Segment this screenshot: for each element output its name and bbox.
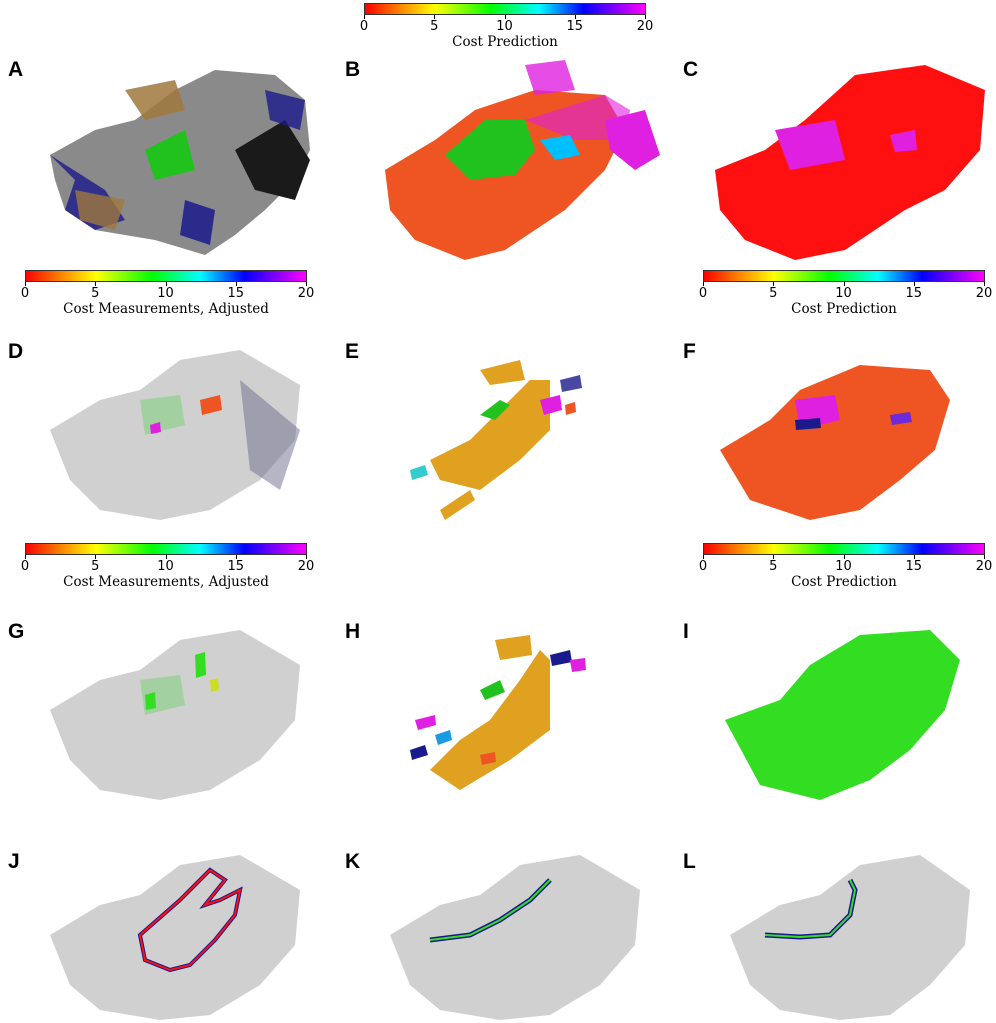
colorbar-tick bbox=[984, 282, 985, 286]
colorbar-tick bbox=[95, 282, 97, 286]
panel-label-h: H bbox=[345, 620, 361, 643]
scene-d-gray-map-with-clusters bbox=[50, 350, 300, 520]
colorbar-tick-label: 10 bbox=[496, 19, 513, 34]
scene-f-cost-prediction bbox=[720, 365, 950, 520]
colorbar-tick bbox=[95, 555, 97, 559]
panel-label-k: K bbox=[345, 850, 361, 873]
scene-b-cost-prediction bbox=[385, 60, 660, 260]
colorbar-tick bbox=[25, 282, 26, 286]
colorbar-tick-label: 5 bbox=[769, 286, 778, 301]
colorbar-tick-label: 10 bbox=[157, 286, 174, 301]
colorbar-label: Cost Measurements, Adjusted bbox=[63, 301, 269, 317]
colorbar-tick bbox=[235, 555, 237, 559]
colorbar-tick-label: 20 bbox=[297, 286, 315, 301]
panel-label-a: A bbox=[8, 58, 24, 81]
colorbar-tick-label: 5 bbox=[430, 19, 439, 34]
colorbar-tick-label: 0 bbox=[20, 559, 30, 574]
colorbar-tick bbox=[364, 15, 365, 19]
scene-a-point-cloud bbox=[50, 70, 310, 255]
colorbar-tick bbox=[165, 282, 167, 286]
colorbar-tick bbox=[984, 555, 985, 559]
colorbar-tick-label: 20 bbox=[975, 286, 993, 301]
colorbar-tick bbox=[165, 555, 167, 559]
colorbar-tick bbox=[773, 282, 775, 286]
scene-i-cost-prediction bbox=[725, 630, 960, 800]
colorbar-tick-label: 5 bbox=[91, 286, 100, 301]
colorbar-tick bbox=[434, 15, 436, 19]
panel-label-l: L bbox=[683, 850, 696, 873]
colorbar-tick-label: 15 bbox=[905, 286, 923, 301]
colorbar-tick-label: 0 bbox=[698, 286, 708, 301]
colorbar-tick bbox=[913, 555, 915, 559]
colorbar-tick bbox=[773, 555, 775, 559]
colorbar-tick bbox=[574, 15, 576, 19]
colorbar-tick-label: 15 bbox=[566, 19, 584, 34]
colorbar-label: Cost Prediction bbox=[452, 34, 558, 50]
colorbar-tick-label: 10 bbox=[835, 286, 852, 301]
scene-k-gray-map-path bbox=[390, 855, 640, 1020]
colorbar-gradient bbox=[25, 270, 307, 282]
panel-label-j: J bbox=[8, 850, 20, 873]
colorbar-tick bbox=[703, 282, 704, 286]
colorbar-tick bbox=[843, 282, 845, 286]
colorbar-label: Cost Prediction bbox=[791, 574, 897, 590]
colorbar-top: 0 5 10 15 20 Cost Prediction bbox=[360, 3, 653, 50]
colorbar-tick-label: 5 bbox=[769, 559, 778, 574]
colorbar-tick-label: 15 bbox=[227, 286, 245, 301]
colorbar-label: Cost Measurements, Adjusted bbox=[63, 574, 269, 590]
panel-label-i: I bbox=[683, 620, 689, 643]
scene-g-gray-map-green bbox=[50, 630, 300, 800]
colorbar-tick bbox=[25, 555, 26, 559]
panel-label-f: F bbox=[683, 340, 696, 363]
scene-h-segment-clusters bbox=[410, 635, 586, 790]
colorbar-tick bbox=[703, 555, 704, 559]
colorbar-gradient bbox=[703, 270, 985, 282]
colorbar-tick-label: 20 bbox=[975, 559, 993, 574]
colorbar-tick-label: 0 bbox=[698, 559, 708, 574]
colorbar-tick-label: 20 bbox=[297, 559, 315, 574]
colorbar-tick-label: 0 bbox=[359, 19, 369, 34]
scene-e-segment-clusters bbox=[410, 360, 582, 520]
colorbar-tick-label: 10 bbox=[835, 559, 852, 574]
colorbar-tick-label: 10 bbox=[157, 559, 174, 574]
colorbar-a: 0 5 10 15 20 Cost Measurements, Adjusted bbox=[21, 270, 314, 317]
panel-label-b: B bbox=[345, 58, 361, 81]
panel-label-c: C bbox=[683, 58, 699, 81]
colorbar-tick-label: 20 bbox=[636, 19, 654, 34]
panel-label-g: G bbox=[8, 620, 25, 643]
colorbar-label: Cost Prediction bbox=[791, 301, 897, 317]
colorbar-tick-label: 5 bbox=[91, 559, 100, 574]
colorbar-tick-label: 15 bbox=[905, 559, 923, 574]
colorbar-tick bbox=[504, 15, 506, 19]
colorbar-tick-label: 15 bbox=[227, 559, 245, 574]
colorbar-c: 0 5 10 15 20 Cost Prediction bbox=[699, 270, 992, 317]
colorbar-gradient bbox=[364, 3, 646, 15]
colorbar-tick bbox=[645, 15, 646, 19]
colorbar-f: 0 5 10 15 20 Cost Prediction bbox=[699, 543, 992, 590]
colorbar-gradient bbox=[703, 543, 985, 555]
colorbar-tick bbox=[306, 282, 307, 286]
colorbar-tick-label: 0 bbox=[20, 286, 30, 301]
panel-label-d: D bbox=[8, 340, 24, 363]
scene-j-gray-map-path bbox=[50, 855, 300, 1020]
scene-l-gray-map-path bbox=[730, 855, 970, 1020]
scene-c-cost-prediction bbox=[715, 65, 985, 260]
colorbar-tick bbox=[235, 282, 237, 286]
colorbar-d: 0 5 10 15 20 Cost Measurements, Adjusted bbox=[21, 543, 314, 590]
colorbar-gradient bbox=[25, 543, 307, 555]
panel-label-e: E bbox=[345, 340, 360, 363]
colorbar-tick bbox=[913, 282, 915, 286]
colorbar-tick bbox=[306, 555, 307, 559]
colorbar-tick bbox=[843, 555, 845, 559]
